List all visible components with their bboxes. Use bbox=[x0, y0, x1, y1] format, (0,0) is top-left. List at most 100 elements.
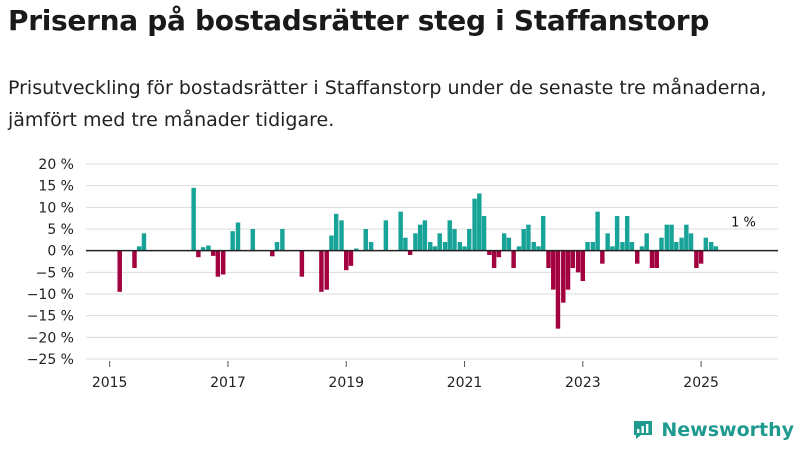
bar-positive bbox=[624, 216, 630, 251]
bar-positive bbox=[428, 242, 433, 251]
bar-positive bbox=[669, 224, 674, 251]
bar-positive bbox=[477, 193, 482, 251]
y-tick-label: −20 % bbox=[27, 330, 74, 346]
bar-positive bbox=[141, 233, 147, 251]
y-tick-label: −10 % bbox=[27, 287, 74, 303]
bar-positive bbox=[536, 246, 541, 251]
bar-positive bbox=[442, 242, 448, 251]
bar-negative bbox=[319, 250, 324, 292]
bar-positive bbox=[452, 229, 457, 251]
bar-positive bbox=[437, 233, 442, 251]
bar-positive bbox=[521, 229, 526, 251]
bar-positive bbox=[354, 248, 359, 251]
bar-negative bbox=[491, 250, 497, 268]
bar-positive bbox=[137, 246, 142, 251]
bars bbox=[117, 187, 719, 329]
bar-negative bbox=[324, 250, 329, 290]
bar-positive bbox=[422, 220, 428, 251]
bar-negative bbox=[270, 250, 275, 257]
bar-negative bbox=[117, 250, 122, 292]
bar-positive bbox=[368, 242, 374, 251]
bar-positive bbox=[274, 242, 280, 251]
bar-negative bbox=[649, 250, 655, 268]
bar-positive bbox=[713, 246, 719, 251]
x-axis-ticks: 2015 2017 2019 2021 2023 2025 bbox=[92, 361, 719, 391]
bar-positive bbox=[708, 242, 714, 251]
bar-positive bbox=[235, 222, 241, 251]
bar-negative bbox=[575, 250, 581, 273]
bar-positive bbox=[413, 233, 418, 251]
bar-positive bbox=[481, 216, 487, 251]
bar-negative bbox=[210, 250, 216, 256]
bar-positive bbox=[610, 246, 615, 251]
y-axis-ticks: 20 % 15 % 10 % 5 % 0 % −5 % −10 % −15 % −20 % −25… bbox=[27, 157, 74, 368]
bar-positive bbox=[363, 229, 368, 251]
bar-positive bbox=[679, 237, 684, 251]
x-tick-label: 2017 bbox=[210, 375, 246, 391]
bar-negative bbox=[132, 250, 137, 268]
x-tick-label: 2025 bbox=[683, 375, 719, 391]
bar-positive bbox=[614, 216, 620, 251]
bar-positive bbox=[457, 242, 463, 251]
bar-positive bbox=[280, 229, 285, 251]
bar-positive bbox=[585, 242, 590, 251]
newsworthy-logo-icon bbox=[634, 421, 653, 439]
bar-positive bbox=[417, 224, 423, 251]
bar-negative bbox=[555, 250, 561, 329]
bar-positive bbox=[639, 246, 645, 251]
bar-negative bbox=[221, 250, 226, 275]
grid-lines bbox=[86, 163, 778, 360]
bar-positive bbox=[644, 233, 649, 251]
bar-positive bbox=[398, 211, 403, 251]
x-tick-label: 2023 bbox=[565, 375, 601, 391]
annotations: 1 % bbox=[731, 215, 756, 230]
bar-positive bbox=[620, 242, 625, 251]
bar-positive bbox=[595, 211, 600, 251]
y-tick-label: 10 % bbox=[38, 200, 74, 216]
bar-negative bbox=[565, 250, 571, 290]
bar-positive bbox=[501, 233, 507, 251]
y-tick-label: −5 % bbox=[36, 265, 74, 281]
y-tick-label: −15 % bbox=[27, 309, 74, 325]
bar-negative bbox=[344, 250, 349, 271]
last-value-label: 1 % bbox=[731, 215, 756, 230]
bar-negative bbox=[570, 250, 575, 268]
bar-positive bbox=[506, 237, 512, 251]
bar-positive bbox=[703, 237, 709, 251]
bar-positive bbox=[230, 231, 235, 251]
bar-negative bbox=[600, 250, 605, 264]
bar-positive bbox=[531, 242, 536, 251]
bar-positive bbox=[447, 220, 452, 251]
bar-positive bbox=[472, 198, 477, 251]
bar-negative bbox=[196, 250, 201, 258]
bar-positive bbox=[467, 229, 472, 251]
bar-positive bbox=[206, 245, 211, 251]
bar-positive bbox=[688, 233, 694, 251]
bar-negative bbox=[654, 250, 659, 268]
bar-negative bbox=[215, 250, 221, 277]
bar-positive bbox=[250, 229, 256, 251]
bar-positive bbox=[674, 242, 679, 251]
newsworthy-brand[interactable]: Newsworthy bbox=[631, 416, 794, 444]
bar-positive bbox=[516, 246, 522, 251]
bar-negative bbox=[635, 250, 640, 264]
bar-positive bbox=[333, 213, 339, 251]
bar-positive bbox=[329, 235, 334, 251]
bar-negative bbox=[580, 250, 586, 281]
bar-positive bbox=[191, 187, 196, 251]
y-tick-label: −25 % bbox=[27, 352, 74, 368]
bar-positive bbox=[684, 224, 689, 251]
bar-positive bbox=[526, 224, 531, 251]
y-tick-label: 20 % bbox=[38, 157, 74, 173]
bar-positive bbox=[462, 246, 467, 251]
y-tick-label: 15 % bbox=[38, 179, 74, 195]
bar-positive bbox=[664, 224, 670, 251]
bar-positive bbox=[200, 247, 206, 251]
bar-positive bbox=[629, 242, 635, 251]
chart-title: Priserna på bostadsrätter steg i Staffan… bbox=[8, 4, 710, 37]
bar-negative bbox=[299, 250, 305, 277]
y-tick-label: 5 % bbox=[47, 222, 74, 238]
bar-negative bbox=[694, 250, 699, 268]
bar-positive bbox=[605, 233, 610, 251]
bar-negative bbox=[496, 250, 502, 258]
